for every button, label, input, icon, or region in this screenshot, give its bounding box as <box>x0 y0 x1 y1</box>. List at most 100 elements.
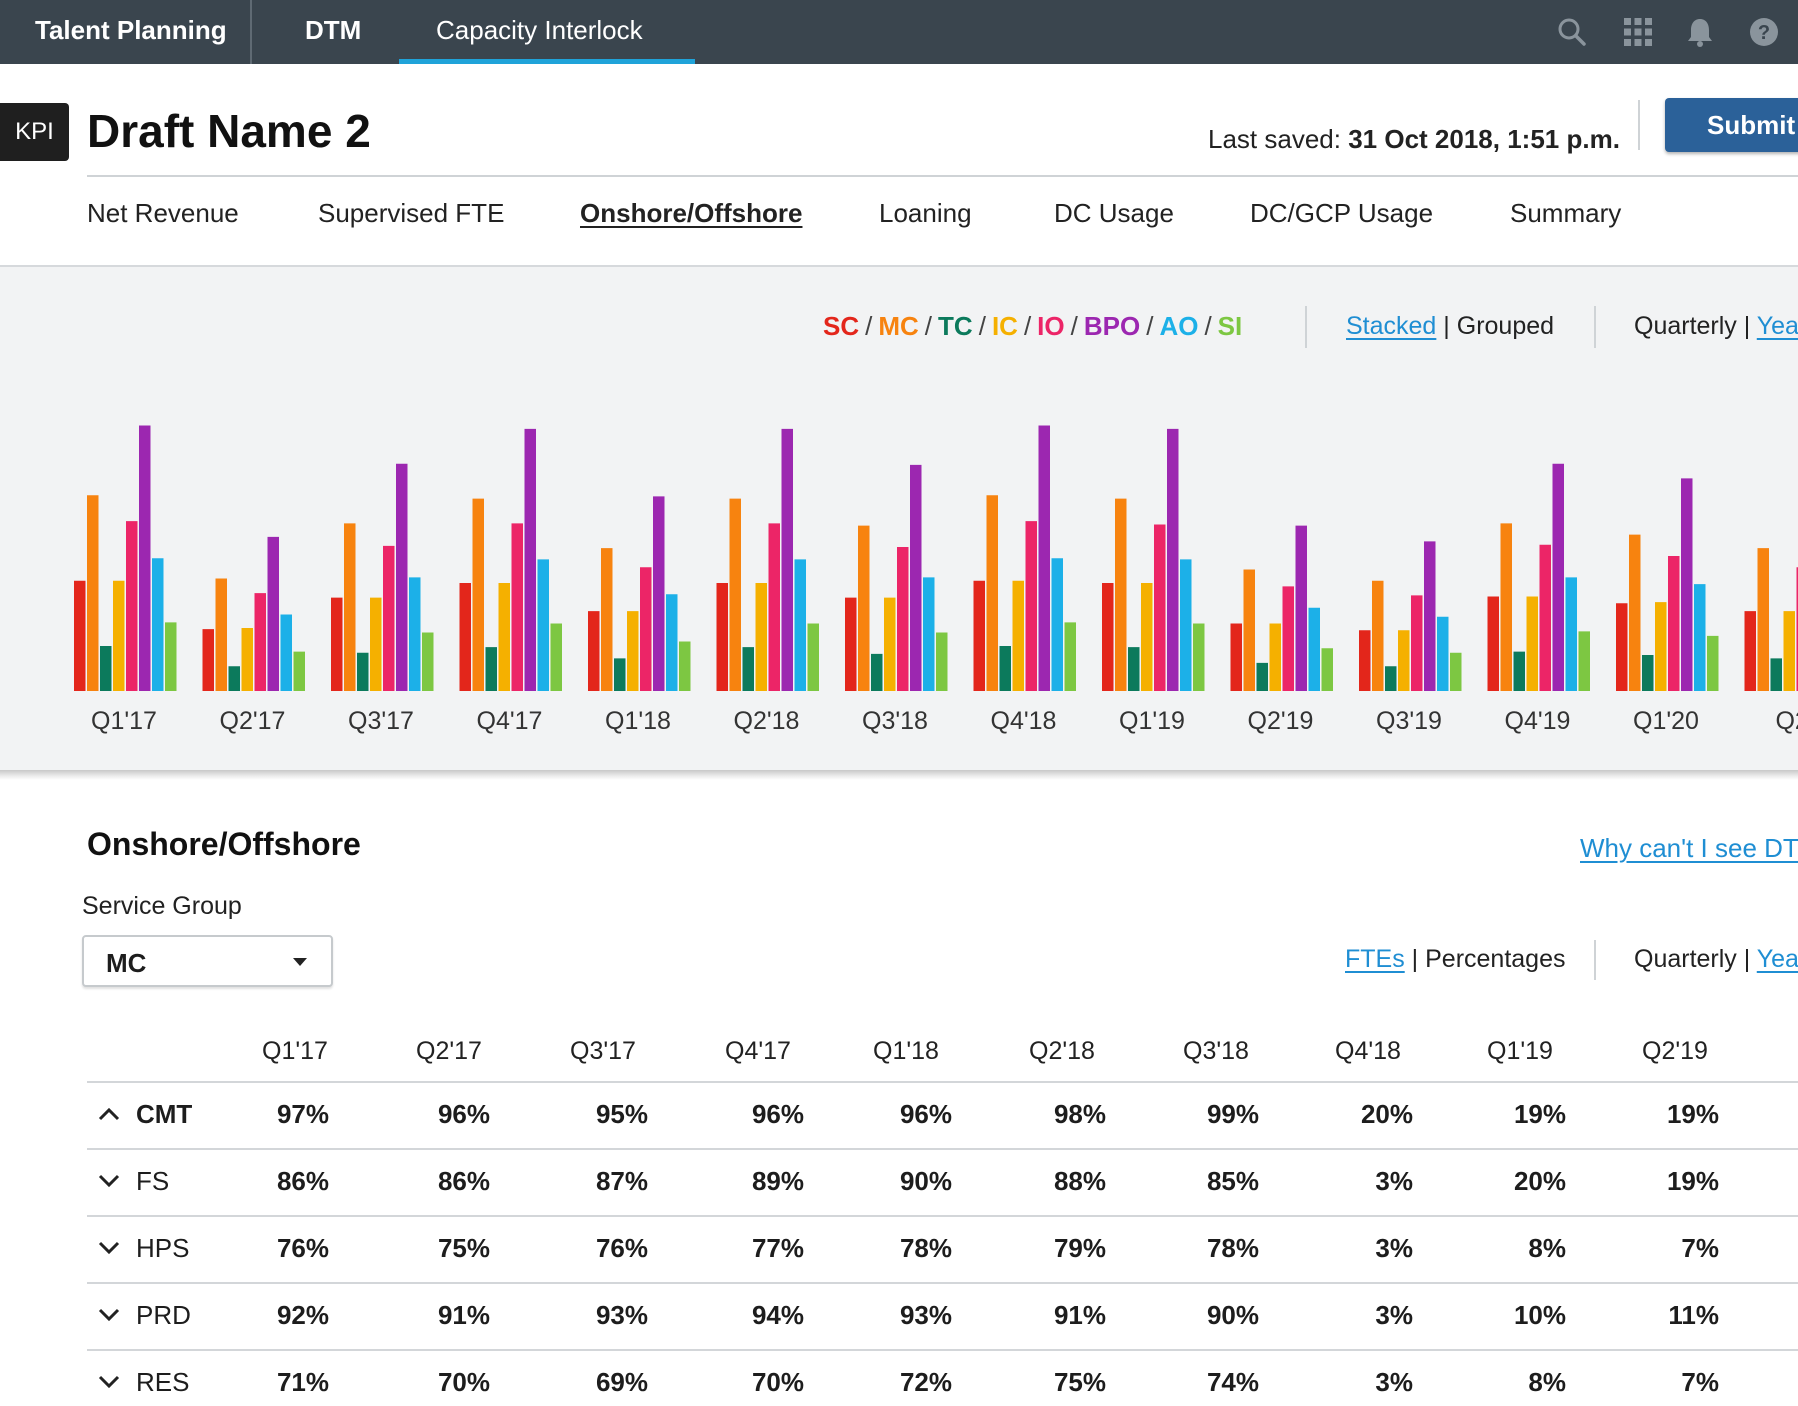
bar-sc-3[interactable] <box>459 583 472 691</box>
bar-tc-10[interactable] <box>1385 666 1397 691</box>
bar-ao-7[interactable] <box>1051 558 1064 691</box>
bar-io-10[interactable] <box>1411 595 1423 691</box>
tab-dc-gcp-usage[interactable]: DC/GCP Usage <box>1250 198 1434 228</box>
bar-ao-1[interactable] <box>280 614 293 692</box>
bar-mc-9[interactable] <box>1243 569 1256 692</box>
legend-item-mc[interactable]: MC <box>878 311 919 341</box>
bar-mc-7[interactable] <box>986 495 999 691</box>
yearly-toggle[interactable]: Yea <box>1756 945 1798 973</box>
bar-io-7[interactable] <box>1025 521 1038 691</box>
bar-ao-12[interactable] <box>1694 584 1706 691</box>
grouped-toggle[interactable]: Grouped <box>1456 312 1555 340</box>
nav-dtm[interactable]: DTM <box>305 15 362 45</box>
bar-si-12[interactable] <box>1707 635 1719 691</box>
bar-io-3[interactable] <box>511 523 524 691</box>
bar-mc-5[interactable] <box>729 498 742 691</box>
bar-ic-12[interactable] <box>1655 602 1667 691</box>
bar-ao-6[interactable] <box>923 577 935 691</box>
legend-item-io[interactable]: IO <box>1037 311 1065 341</box>
tab-dc-usage[interactable]: DC Usage <box>1054 198 1174 228</box>
why-cant-i-see-link[interactable]: Why can't I see DT <box>1580 833 1798 863</box>
bar-tc-9[interactable] <box>1256 662 1269 691</box>
bar-ic-11[interactable] <box>1526 596 1539 692</box>
chevron-down-icon[interactable] <box>98 1174 120 1188</box>
bar-mc-10[interactable] <box>1372 580 1384 691</box>
bar-ic-4[interactable] <box>627 611 639 691</box>
bar-sc-1[interactable] <box>202 629 215 691</box>
bar-mc-2[interactable] <box>344 523 356 691</box>
bar-io-13[interactable] <box>1796 567 1798 691</box>
bar-bpo-7[interactable] <box>1038 425 1051 692</box>
bar-io-0[interactable] <box>126 521 138 691</box>
bar-io-8[interactable] <box>1154 524 1166 692</box>
bar-si-4[interactable] <box>679 641 691 692</box>
bar-si-5[interactable] <box>807 623 820 692</box>
quarterly-toggle[interactable]: Quarterly <box>1634 945 1737 973</box>
bar-sc-11[interactable] <box>1487 596 1500 692</box>
bar-tc-7[interactable] <box>999 646 1012 691</box>
bar-bpo-8[interactable] <box>1167 428 1179 691</box>
bar-ao-10[interactable] <box>1437 616 1449 691</box>
bar-tc-1[interactable] <box>228 666 241 691</box>
bar-mc-11[interactable] <box>1500 523 1513 691</box>
bar-io-6[interactable] <box>897 547 909 691</box>
bar-bpo-2[interactable] <box>396 463 408 691</box>
chevron-down-icon[interactable] <box>98 1241 120 1255</box>
quarterly-toggle[interactable]: Quarterly <box>1634 312 1737 340</box>
bar-ao-5[interactable] <box>794 559 807 691</box>
chevron-up-icon[interactable] <box>98 1107 120 1121</box>
search-icon[interactable] <box>1556 16 1588 48</box>
apps-grid-icon[interactable] <box>1622 16 1654 48</box>
tab-summary[interactable]: Summary <box>1510 198 1622 228</box>
bar-bpo-6[interactable] <box>910 464 922 691</box>
chevron-down-icon[interactable] <box>98 1308 120 1322</box>
legend-item-bpo[interactable]: BPO <box>1083 311 1141 341</box>
bar-io-1[interactable] <box>254 593 267 691</box>
bar-si-9[interactable] <box>1321 648 1334 691</box>
bar-ao-4[interactable] <box>666 594 678 691</box>
bar-bpo-3[interactable] <box>524 428 537 691</box>
legend-item-sc[interactable]: SC <box>823 311 860 341</box>
bar-io-5[interactable] <box>768 523 781 691</box>
bar-tc-12[interactable] <box>1642 655 1654 691</box>
bar-si-1[interactable] <box>293 651 306 691</box>
bar-si-6[interactable] <box>936 632 948 692</box>
bar-ic-5[interactable] <box>755 583 768 691</box>
bar-mc-4[interactable] <box>601 548 613 691</box>
bar-io-12[interactable] <box>1668 556 1680 691</box>
bar-tc-2[interactable] <box>357 652 369 691</box>
bar-sc-0[interactable] <box>74 580 86 691</box>
bar-bpo-11[interactable] <box>1552 463 1565 691</box>
bar-sc-10[interactable] <box>1359 630 1371 691</box>
bar-sc-2[interactable] <box>331 597 343 691</box>
nav-talent-planning[interactable]: Talent Planning <box>35 15 227 45</box>
bar-ic-7[interactable] <box>1012 580 1025 691</box>
nav-capacity-interlock[interactable]: Capacity Interlock <box>436 15 643 45</box>
service-group-select[interactable]: MC <box>82 935 333 987</box>
bar-ao-9[interactable] <box>1308 607 1321 691</box>
bar-mc-0[interactable] <box>87 495 99 691</box>
legend-item-tc[interactable]: TC <box>938 311 973 341</box>
bar-sc-5[interactable] <box>716 583 729 691</box>
bar-bpo-5[interactable] <box>781 428 794 691</box>
tab-net-revenue[interactable]: Net Revenue <box>87 198 239 228</box>
legend-item-ic[interactable]: IC <box>991 311 1018 341</box>
chevron-down-icon[interactable] <box>98 1375 120 1389</box>
bar-si-0[interactable] <box>165 622 177 691</box>
bar-mc-8[interactable] <box>1115 498 1127 691</box>
yearly-toggle[interactable]: Yea <box>1756 312 1798 340</box>
bar-bpo-9[interactable] <box>1295 525 1308 691</box>
tab-supervised-fte[interactable]: Supervised FTE <box>318 198 505 228</box>
bar-ao-11[interactable] <box>1565 577 1578 691</box>
bar-mc-3[interactable] <box>472 498 485 691</box>
bar-bpo-10[interactable] <box>1424 541 1436 691</box>
percentages-toggle[interactable]: Percentages <box>1425 945 1566 973</box>
bar-bpo-12[interactable] <box>1681 478 1693 691</box>
bar-tc-6[interactable] <box>871 653 883 691</box>
bar-tc-3[interactable] <box>485 647 498 691</box>
help-icon[interactable]: ? <box>1748 16 1780 48</box>
bar-sc-12[interactable] <box>1616 603 1628 691</box>
bar-sc-6[interactable] <box>845 597 857 691</box>
bar-tc-4[interactable] <box>614 658 626 691</box>
bar-ic-1[interactable] <box>241 628 254 691</box>
